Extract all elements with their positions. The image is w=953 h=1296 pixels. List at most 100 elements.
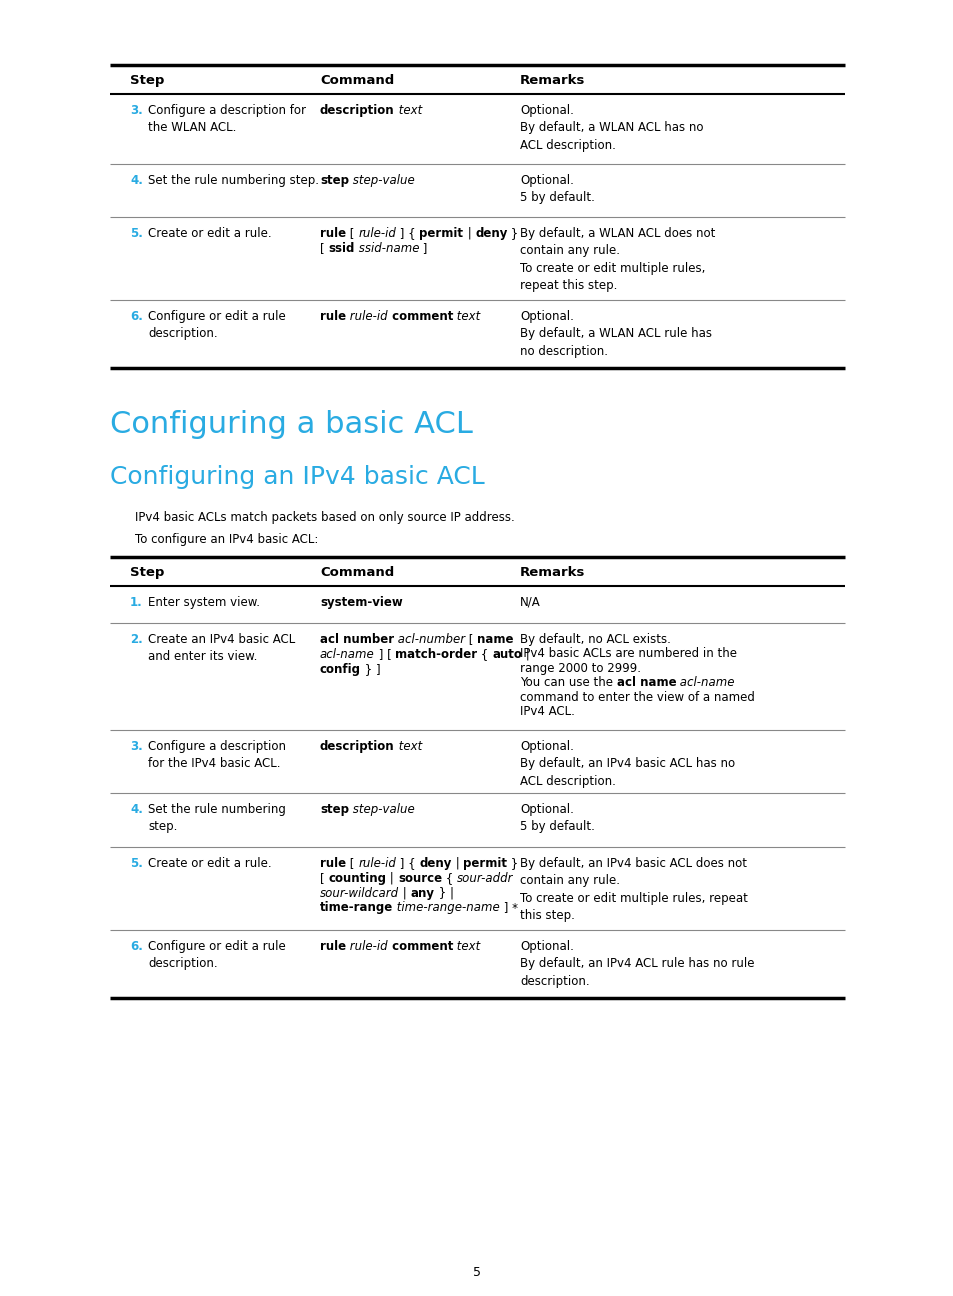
Text: time-range-name: time-range-name bbox=[393, 902, 499, 915]
Text: Set the rule numbering
step.: Set the rule numbering step. bbox=[148, 804, 286, 833]
Text: system-view: system-view bbox=[319, 596, 402, 609]
Text: By default, an IPv4 basic ACL does not
contain any rule.
To create or edit multi: By default, an IPv4 basic ACL does not c… bbox=[519, 857, 747, 923]
Text: Optional.
5 by default.: Optional. 5 by default. bbox=[519, 804, 595, 833]
Text: 5.: 5. bbox=[130, 227, 143, 240]
Text: IPv4 basic ACLs match packets based on only source IP address.: IPv4 basic ACLs match packets based on o… bbox=[135, 511, 515, 524]
Text: Create or edit a rule.: Create or edit a rule. bbox=[148, 857, 272, 870]
Text: rule-id: rule-id bbox=[358, 227, 395, 240]
Text: IPv4 basic ACLs are numbered in the: IPv4 basic ACLs are numbered in the bbox=[519, 648, 737, 661]
Text: comment: comment bbox=[387, 310, 453, 323]
Text: Step: Step bbox=[130, 566, 164, 579]
Text: ] [: ] [ bbox=[375, 648, 395, 661]
Text: Remarks: Remarks bbox=[519, 566, 585, 579]
Text: step-value: step-value bbox=[349, 804, 415, 816]
Text: [: [ bbox=[319, 242, 328, 255]
Text: deny: deny bbox=[419, 857, 452, 870]
Text: time-range: time-range bbox=[319, 902, 393, 915]
Text: Step: Step bbox=[130, 74, 164, 87]
Text: IPv4 ACL.: IPv4 ACL. bbox=[519, 705, 575, 718]
Text: auto: auto bbox=[492, 648, 521, 661]
Text: deny: deny bbox=[475, 227, 507, 240]
Text: 6.: 6. bbox=[130, 310, 143, 323]
Text: Configuring an IPv4 basic ACL: Configuring an IPv4 basic ACL bbox=[110, 465, 484, 489]
Text: acl-name: acl-name bbox=[319, 648, 375, 661]
Text: Optional.
By default, an IPv4 ACL rule has no rule
description.: Optional. By default, an IPv4 ACL rule h… bbox=[519, 940, 754, 988]
Text: [: [ bbox=[346, 227, 358, 240]
Text: Create or edit a rule.: Create or edit a rule. bbox=[148, 227, 272, 240]
Text: ] {: ] { bbox=[395, 857, 419, 870]
Text: 6.: 6. bbox=[130, 940, 143, 953]
Text: 4.: 4. bbox=[130, 174, 143, 187]
Text: 1.: 1. bbox=[130, 596, 143, 609]
Text: [: [ bbox=[465, 632, 476, 645]
Text: 2.: 2. bbox=[130, 632, 143, 645]
Text: config: config bbox=[319, 662, 360, 675]
Text: Configure a description
for the IPv4 basic ACL.: Configure a description for the IPv4 bas… bbox=[148, 740, 286, 771]
Text: 3.: 3. bbox=[130, 104, 143, 117]
Text: |: | bbox=[521, 648, 530, 661]
Text: |: | bbox=[463, 227, 475, 240]
Text: text: text bbox=[395, 104, 421, 117]
Text: rule-id: rule-id bbox=[346, 310, 387, 323]
Text: } ]: } ] bbox=[360, 662, 380, 675]
Text: ssid: ssid bbox=[328, 242, 355, 255]
Text: N/A: N/A bbox=[519, 596, 540, 609]
Text: Create an IPv4 basic ACL
and enter its view.: Create an IPv4 basic ACL and enter its v… bbox=[148, 632, 294, 664]
Text: source: source bbox=[397, 872, 441, 885]
Text: {: { bbox=[476, 648, 492, 661]
Text: ssid-name: ssid-name bbox=[355, 242, 418, 255]
Text: description: description bbox=[319, 740, 395, 753]
Text: Command: Command bbox=[319, 566, 394, 579]
Text: acl name: acl name bbox=[616, 677, 676, 689]
Text: [: [ bbox=[346, 857, 358, 870]
Text: acl-name: acl-name bbox=[676, 677, 734, 689]
Text: Command: Command bbox=[319, 74, 394, 87]
Text: Optional.
By default, a WLAN ACL has no
ACL description.: Optional. By default, a WLAN ACL has no … bbox=[519, 104, 702, 152]
Text: description: description bbox=[319, 104, 395, 117]
Text: Remarks: Remarks bbox=[519, 74, 585, 87]
Text: acl-number: acl-number bbox=[394, 632, 465, 645]
Text: match-order: match-order bbox=[395, 648, 476, 661]
Text: rule: rule bbox=[319, 310, 346, 323]
Text: |: | bbox=[398, 886, 410, 899]
Text: 5: 5 bbox=[473, 1266, 480, 1279]
Text: ] {: ] { bbox=[395, 227, 419, 240]
Text: }: } bbox=[507, 857, 518, 870]
Text: } |: } | bbox=[435, 886, 453, 899]
Text: By default, a WLAN ACL does not
contain any rule.
To create or edit multiple rul: By default, a WLAN ACL does not contain … bbox=[519, 227, 715, 293]
Text: Configure or edit a rule
description.: Configure or edit a rule description. bbox=[148, 310, 286, 341]
Text: Configure or edit a rule
description.: Configure or edit a rule description. bbox=[148, 940, 286, 971]
Text: any: any bbox=[410, 886, 435, 899]
Text: You can use the: You can use the bbox=[519, 677, 616, 689]
Text: ]: ] bbox=[418, 242, 427, 255]
Text: sour-wildcard: sour-wildcard bbox=[319, 886, 398, 899]
Text: |: | bbox=[386, 872, 397, 885]
Text: rule-id: rule-id bbox=[346, 940, 387, 953]
Text: command to enter the view of a named: command to enter the view of a named bbox=[519, 691, 754, 704]
Text: 5.: 5. bbox=[130, 857, 143, 870]
Text: ] *: ] * bbox=[499, 902, 517, 915]
Text: text: text bbox=[453, 310, 480, 323]
Text: acl number: acl number bbox=[319, 632, 394, 645]
Text: By default, no ACL exists.: By default, no ACL exists. bbox=[519, 632, 670, 645]
Text: [: [ bbox=[319, 872, 328, 885]
Text: Set the rule numbering step.: Set the rule numbering step. bbox=[148, 174, 318, 187]
Text: Optional.
By default, a WLAN ACL rule has
no description.: Optional. By default, a WLAN ACL rule ha… bbox=[519, 310, 711, 358]
Text: Configure a description for
the WLAN ACL.: Configure a description for the WLAN ACL… bbox=[148, 104, 306, 135]
Text: rule: rule bbox=[319, 940, 346, 953]
Text: sour-addr: sour-addr bbox=[456, 872, 513, 885]
Text: To configure an IPv4 basic ACL:: To configure an IPv4 basic ACL: bbox=[135, 533, 318, 546]
Text: rule-id: rule-id bbox=[358, 857, 395, 870]
Text: Configuring a basic ACL: Configuring a basic ACL bbox=[110, 410, 473, 439]
Text: step: step bbox=[319, 804, 349, 816]
Text: rule: rule bbox=[319, 857, 346, 870]
Text: step-value: step-value bbox=[349, 174, 415, 187]
Text: permit: permit bbox=[463, 857, 507, 870]
Text: comment: comment bbox=[387, 940, 453, 953]
Text: Optional.
5 by default.: Optional. 5 by default. bbox=[519, 174, 595, 205]
Text: {: { bbox=[441, 872, 456, 885]
Text: rule: rule bbox=[319, 227, 346, 240]
Text: permit: permit bbox=[419, 227, 463, 240]
Text: text: text bbox=[453, 940, 480, 953]
Text: name: name bbox=[476, 632, 514, 645]
